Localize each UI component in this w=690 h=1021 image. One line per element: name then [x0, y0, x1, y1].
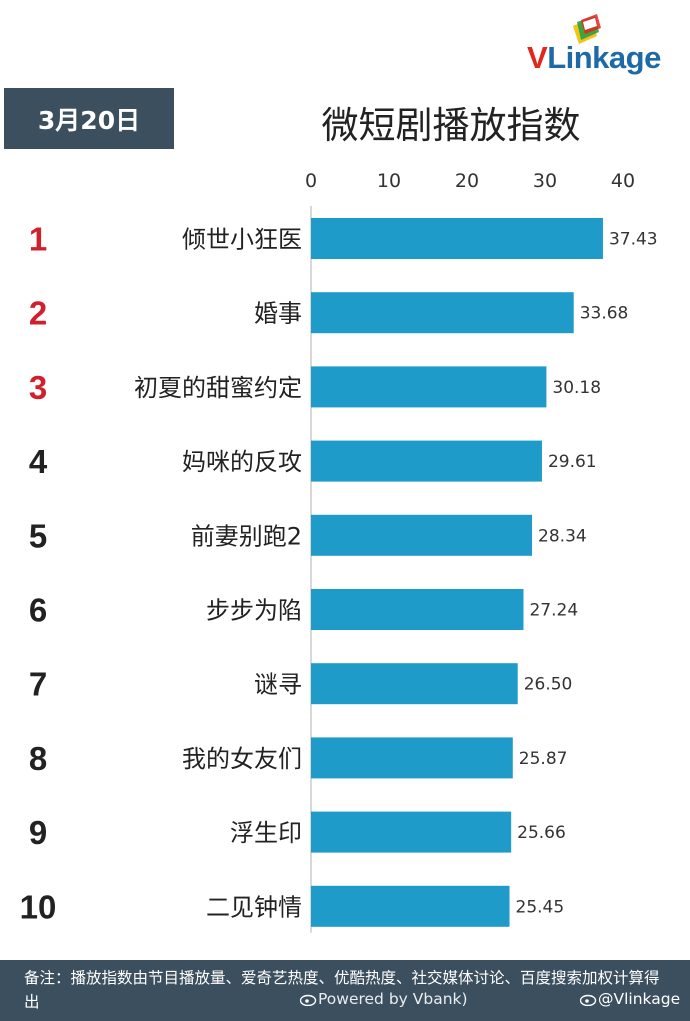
logo-text: VLinkage: [527, 40, 661, 76]
category-label: 前妻别跑2: [191, 522, 302, 550]
bar-value-label: 33.68: [580, 304, 629, 324]
rank-number: 2: [29, 295, 47, 332]
x-tick-label: 40: [611, 170, 635, 192]
category-label: 谜寻: [254, 671, 302, 699]
bar-value-label: 29.61: [548, 452, 597, 472]
category-label: 浮生印: [230, 819, 302, 847]
category-label: 步步为陷: [206, 597, 302, 625]
logo-v: V: [527, 40, 548, 75]
bar-value-label: 37.43: [609, 230, 658, 250]
footer-credit-text: Powered by Vbank): [318, 990, 468, 1008]
footer-handle: @Vlinkage: [580, 990, 680, 1008]
logo-rest: Linkage: [547, 40, 661, 75]
bar-value-label: 30.18: [552, 378, 601, 398]
bar: [311, 663, 518, 705]
weibo-icon: [580, 994, 597, 1006]
rank-number: 9: [29, 814, 47, 851]
bar: [311, 737, 513, 779]
bar-value-label: 25.45: [516, 897, 565, 917]
rank-number: 8: [29, 740, 47, 777]
bar: [311, 885, 510, 927]
bar: [311, 811, 512, 853]
footer-credit: Powered by Vbank): [300, 990, 468, 1008]
rank-number: 4: [29, 443, 48, 480]
bar-chart: 0 10 20 30 40 37.43 倾世小狂医 1 33.68 婚事 2 30.18 初夏的甜蜜约定…: [20, 170, 658, 933]
x-tick-label: 20: [455, 170, 479, 192]
category-label: 初夏的甜蜜约定: [134, 374, 302, 402]
category-label: 妈咪的反攻: [182, 448, 302, 476]
chart-title: 微短剧播放指数: [321, 104, 581, 147]
rank-number: 7: [29, 666, 47, 703]
x-tick-label: 0: [305, 170, 317, 192]
category-label: 我的女友们: [182, 745, 302, 773]
bar-value-label: 26.50: [524, 675, 573, 695]
footer: 备注：播放指数由节目播放量、爱奇艺热度、优酷热度、社交媒体讨论、百度搜索加权计算…: [0, 960, 690, 1021]
bar: [311, 589, 524, 630]
bar: [311, 514, 533, 556]
bar: [311, 292, 574, 334]
bar-value-label: 25.87: [519, 749, 568, 769]
x-tick-label: 10: [377, 170, 401, 192]
x-tick-label: 30: [533, 170, 557, 192]
category-label: 婚事: [254, 300, 302, 328]
rank-number: 5: [29, 517, 47, 554]
bar-value-label: 27.24: [529, 601, 578, 621]
bar-value-label: 28.34: [538, 526, 587, 546]
bar: [311, 440, 542, 482]
bar: [311, 366, 547, 408]
date-badge: 3月20日: [4, 88, 174, 149]
footer-note: 备注：播放指数由节目播放量、爱奇艺热度、优酷热度、社交媒体讨论、百度搜索加权计算…: [24, 969, 660, 1011]
rank-number: 3: [29, 369, 47, 406]
logo-mark-icon: [573, 14, 601, 44]
category-label: 二见钟情: [206, 893, 302, 921]
category-label: 倾世小狂医: [182, 226, 302, 254]
rank-number: 6: [29, 592, 47, 629]
rank-number: 1: [29, 221, 47, 258]
bar: [311, 218, 603, 259]
footer-handle-text: @Vlinkage: [598, 990, 681, 1008]
weibo-icon: [300, 994, 317, 1006]
bar-value-label: 25.66: [517, 823, 566, 843]
vlinkage-logo: VLinkage: [527, 8, 687, 78]
rank-number: 10: [20, 888, 57, 925]
